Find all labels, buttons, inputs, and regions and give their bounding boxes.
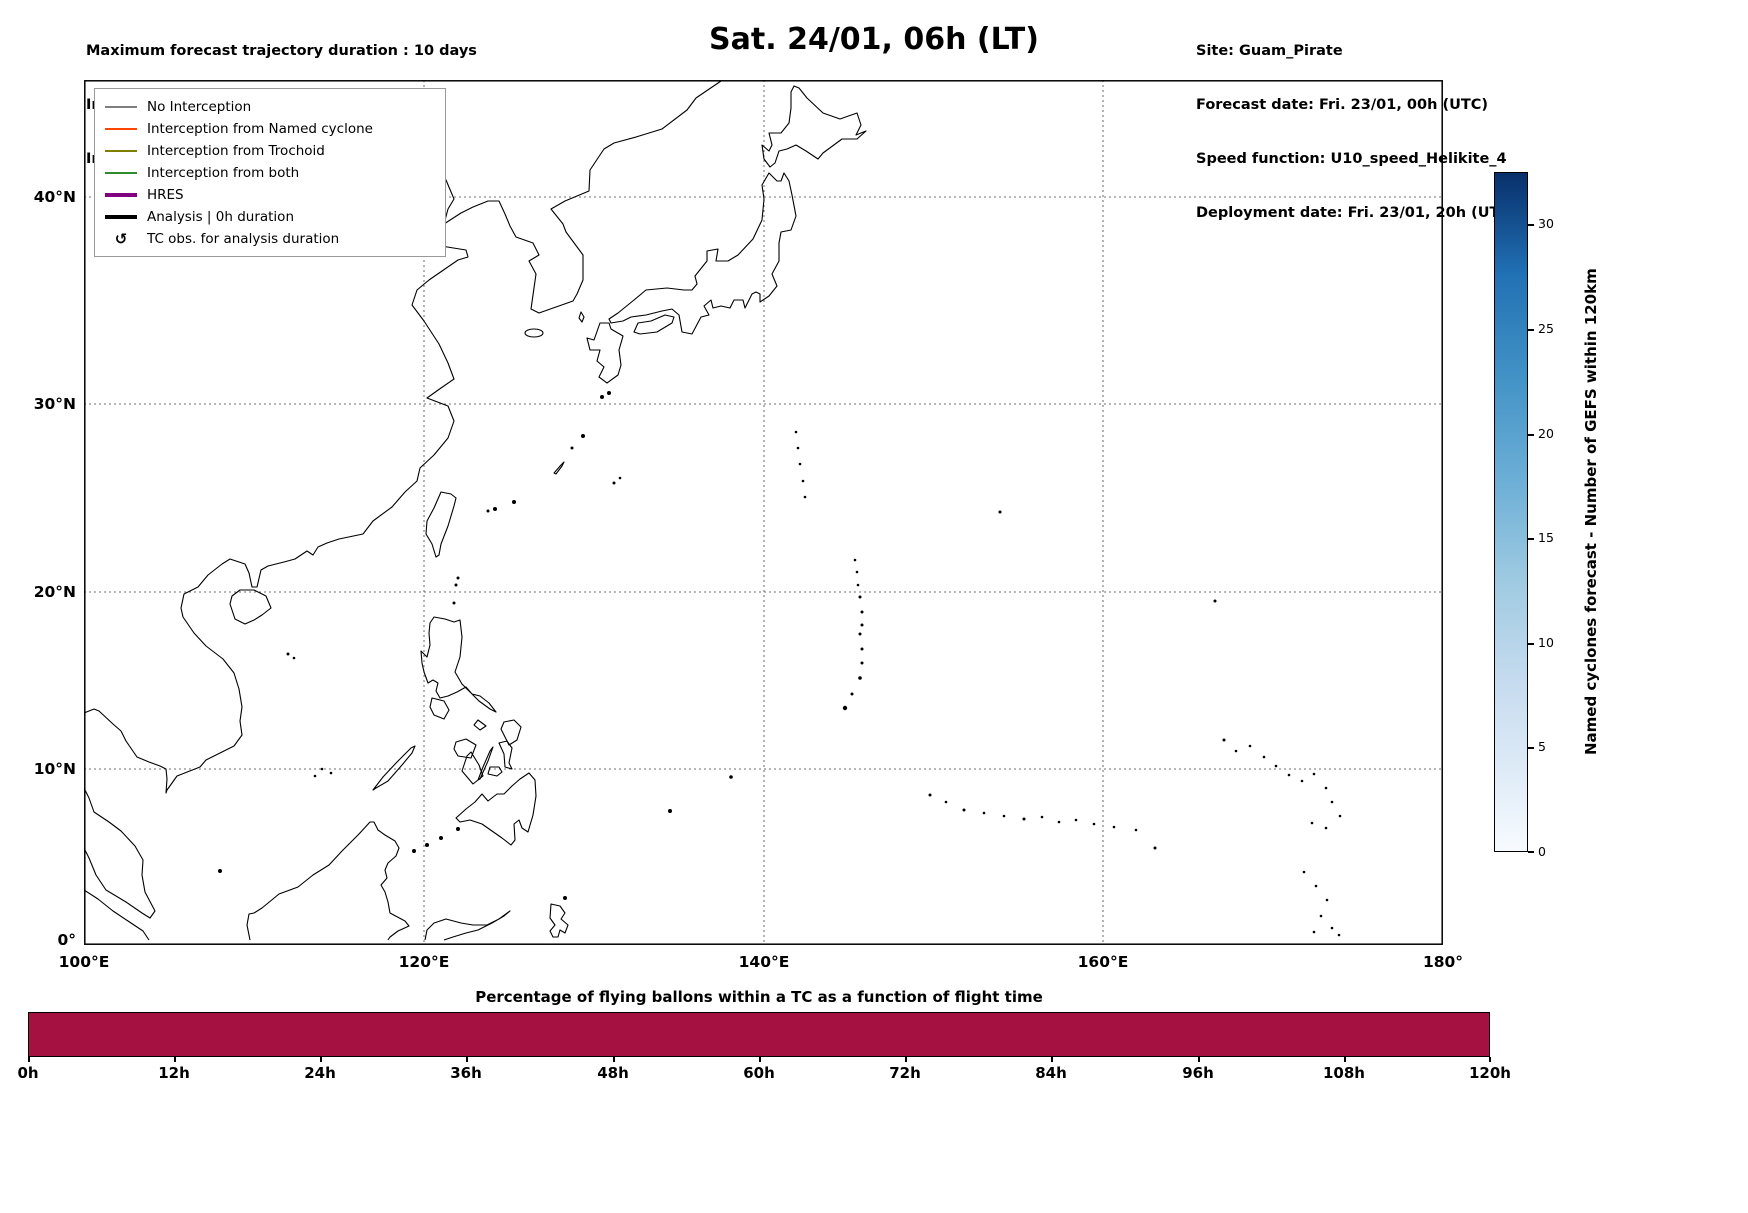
flight-time-strip [28,1012,1490,1057]
analysis-line-sample [105,214,137,220]
colorbar-tick-label-5: 5 [1538,739,1546,754]
x-tick-120e: 120°E [398,953,450,971]
strip-tick [28,1057,30,1062]
strip-tick-label-108h: 108h [1323,1064,1365,1082]
plot-title: Sat. 24/01, 06h (LT) [709,22,1039,57]
colorbar-tick-label-20: 20 [1538,426,1554,441]
x-tick-180: 180° [1422,953,1464,971]
colorbar-tick [1528,851,1534,853]
strip-tick [759,1057,761,1062]
y-tick-30n: 30°N [33,395,76,413]
map-legend: No Interception Interception from Named … [94,88,446,257]
strip-tick [320,1057,322,1062]
both-line-sample [105,172,137,174]
tc-obs-marker-icon: ↺ [114,229,128,248]
legend-item-label: No Interception [147,99,252,115]
colorbar-tick [1528,747,1534,749]
legend-item-trochoid: Interception from Trochoid [105,140,435,162]
legend-item-label: Analysis | 0h duration [147,209,294,225]
x-tick-140e: 140°E [738,953,790,971]
legend-item-named-cyclone: Interception from Named cyclone [105,118,435,140]
strip-tick [1051,1057,1053,1062]
colorbar-tick [1528,434,1534,436]
legend-item-tc-obs: ↺ TC obs. for analysis duration [105,228,435,250]
forecast-date-text: Forecast date: Fri. 23/01, 00h (UTC) [1196,97,1489,113]
strip-tick-label-12h: 12h [158,1064,190,1082]
strip-tick [1344,1057,1346,1062]
strip-tick-label-60h: 60h [743,1064,775,1082]
map-border [84,80,1443,945]
legend-item-label: Interception from Named cyclone [147,121,373,137]
legend-item-analysis: Analysis | 0h duration [105,206,435,228]
strip-tick [613,1057,615,1062]
strip-tick [905,1057,907,1062]
colorbar-tick [1528,643,1534,645]
island-dots [218,391,1342,937]
legend-item-both: Interception from both [105,162,435,184]
colorbar-tick [1528,538,1534,540]
legend-item-label: Interception from Trochoid [147,143,325,159]
strip-tick [466,1057,468,1062]
x-tick-160e: 160°E [1077,953,1129,971]
deployment-date-text: Deployment date: Fri. 23/01, 20h (UTC) [1196,205,1517,221]
strip-tick-label-84h: 84h [1035,1064,1067,1082]
map-svg [83,80,1443,945]
x-tick-100e: 100°E [58,953,110,971]
named-cyclone-line-sample [105,128,137,130]
no-interception-line-sample [105,106,137,108]
strip-tick-label-48h: 48h [597,1064,629,1082]
strip-tick-label-96h: 96h [1182,1064,1214,1082]
strip-tick-label-36h: 36h [450,1064,482,1082]
y-tick-10n: 10°N [33,760,76,778]
strip-tick-label-120h: 120h [1469,1064,1511,1082]
strip-tick [174,1057,176,1062]
y-tick-40n: 40°N [33,188,76,206]
speed-function-text: Speed function: U10_speed_Helikite_4 [1196,151,1507,167]
coastlines [83,80,867,941]
colorbar-gradient [1494,172,1528,852]
flight-time-chart-title: Percentage of flying ballons within a TC… [475,988,1043,1006]
max-duration-text: Maximum forecast trajectory duration : 1… [86,43,477,59]
site-info: Site: Guam_Pirate Forecast date: Fri. 23… [1196,6,1517,258]
hres-line-sample [105,192,137,198]
colorbar-tick-label-10: 10 [1538,635,1554,650]
strip-tick-label-72h: 72h [889,1064,921,1082]
colorbar-tick-label-15: 15 [1538,530,1554,545]
colorbar-tick-label-0: 0 [1538,844,1546,859]
strip-tick-label-0h: 0h [17,1064,39,1082]
colorbar-tick [1528,329,1534,331]
site-name-text: Site: Guam_Pirate [1196,43,1343,59]
strip-tick-label-24h: 24h [304,1064,336,1082]
y-tick-20n: 20°N [33,583,76,601]
legend-item-label: HRES [147,187,184,203]
legend-item-label: TC obs. for analysis duration [147,231,340,247]
colorbar-axis-label: Named cyclones forecast - Number of GEFS… [1582,268,1600,756]
strip-tick [1489,1057,1491,1062]
colorbar-tick-label-25: 25 [1538,321,1554,336]
colorbar-tick [1528,224,1534,226]
strip-tick [1198,1057,1200,1062]
legend-item-no-interception: No Interception [105,96,435,118]
legend-item-hres: HRES [105,184,435,206]
map-canvas [83,80,1443,945]
legend-item-label: Interception from both [147,165,300,181]
colorbar-tick-label-30: 30 [1538,216,1554,231]
y-tick-0: 0° [57,931,76,949]
trochoid-line-sample [105,150,137,152]
